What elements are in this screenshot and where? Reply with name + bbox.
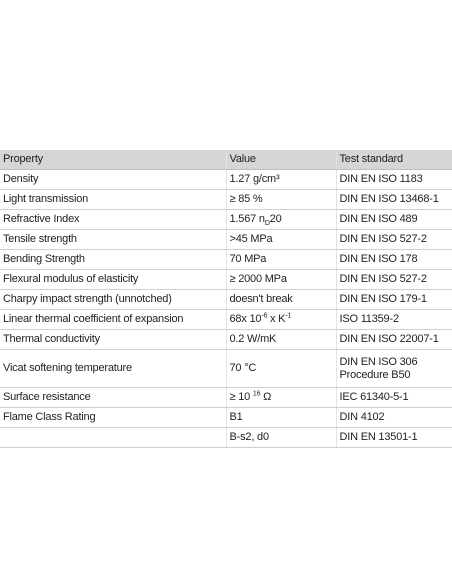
table-cell: 0.2 W/mK: [225, 329, 336, 350]
table-cell: Vicat softening temperature: [0, 349, 226, 388]
table-cell: DIN EN ISO 1183: [335, 169, 452, 190]
table-row: Linear thermal coefficient of expansion 6…: [0, 309, 452, 330]
table-cell: DIN EN 13501-1: [335, 427, 452, 448]
header-cell: Value: [225, 150, 336, 170]
header-row: Property Value Test standard: [0, 150, 452, 170]
table-cell: Bending Strength: [0, 249, 226, 270]
text-run: -1: [285, 312, 292, 320]
table-row: Flame Class Rating B1 DIN 4102: [0, 407, 452, 428]
table-cell: DIN EN ISO 178: [335, 249, 452, 270]
header-cell: Test standard: [335, 150, 452, 170]
text-run: x K: [267, 313, 286, 325]
table-row: Thermal conductivity 0.2 W/mK DIN EN ISO 2…: [0, 329, 452, 350]
text-run: 16: [252, 390, 261, 398]
header-cell: Property: [0, 150, 226, 170]
table-cell: 1.567 nD20: [225, 209, 336, 230]
table-cell: Thermal conductivity: [0, 329, 226, 350]
table-cell: [0, 427, 226, 448]
property-table: Property Value Test standard Density 1.27 g…: [0, 150, 452, 448]
table-row: Charpy impact strength (unnotched) doesn'…: [0, 289, 452, 310]
table-cell: >45 MPa: [225, 229, 336, 250]
table-cell: doesn't break: [225, 289, 336, 310]
text-run: 20: [269, 213, 282, 225]
table-row: B-s2, d0 DIN EN 13501-1: [0, 427, 452, 448]
text-run: D: [264, 220, 270, 228]
table-cell: Flame Class Rating: [0, 407, 226, 428]
table-cell: DIN EN ISO 527-2: [335, 229, 452, 250]
table-row: Surface resistance ≥ 10 16 Ω IEC 61340-5-1: [0, 387, 452, 408]
text-run: 68x 10: [229, 313, 262, 325]
table-cell: IEC 61340-5-1: [335, 387, 452, 408]
text-run: ≥ 10: [229, 391, 253, 403]
table-row: Light transmission ≥ 85 % DIN EN ISO 13468…: [0, 189, 452, 210]
table-cell: ≥ 10 16 Ω: [225, 387, 336, 408]
table-cell: Refractive Index: [0, 209, 226, 230]
table-cell: B1: [225, 407, 336, 428]
table-cell: Flexural modulus of elasticity: [0, 269, 226, 290]
table-cell: Charpy impact strength (unnotched): [0, 289, 226, 310]
table-row: Density 1.27 g/cm³ DIN EN ISO 1183: [0, 169, 452, 190]
cell-line: Procedure B50: [339, 368, 411, 381]
text-run: 1.567 n: [229, 213, 266, 225]
table-cell: ISO 11359-2: [335, 309, 452, 330]
table-row: Bending Strength 70 MPa DIN EN ISO 178: [0, 249, 452, 270]
text-run: Ω: [260, 391, 272, 403]
text-run: -6: [261, 312, 268, 320]
table-cell: ≥ 2000 MPa: [225, 269, 336, 290]
table-body: Density 1.27 g/cm³ DIN EN ISO 1183 Light tr…: [0, 169, 452, 448]
table-row: Refractive Index 1.567 nD20 DIN EN ISO 489: [0, 209, 452, 230]
table-row: Tensile strength >45 MPa DIN EN ISO 527-2: [0, 229, 452, 250]
table-row: Vicat softening temperature 70 °C DIN EN I…: [0, 349, 452, 388]
table-cell: DIN EN ISO 22007-1: [335, 329, 452, 350]
table-cell: DIN EN ISO 179-1: [335, 289, 452, 310]
table-cell: 70 °C: [225, 349, 336, 388]
table-cell: Density: [0, 169, 226, 190]
table-cell: ≥ 85 %: [225, 189, 336, 210]
table-row: Flexural modulus of elasticity ≥ 2000 MPa…: [0, 269, 452, 290]
table-cell: Linear thermal coefficient of expansion: [0, 309, 226, 330]
table-cell: Surface resistance: [0, 387, 226, 408]
table-cell: DIN EN ISO 306 Procedure B50: [335, 349, 452, 388]
table-cell: 68x 10-6 x K-1: [225, 309, 336, 330]
table-cell: Light transmission: [0, 189, 226, 210]
table-cell: B-s2, d0: [225, 427, 336, 448]
table-cell: Tensile strength: [0, 229, 226, 250]
table-cell: DIN 4102: [335, 407, 452, 428]
table-cell: DIN EN ISO 527-2: [335, 269, 452, 290]
table-cell: DIN EN ISO 13468-1: [335, 189, 452, 210]
table-cell: 70 MPa: [225, 249, 336, 270]
table-header: Property Value Test standard: [0, 150, 452, 170]
table-cell: 1.27 g/cm³: [225, 169, 336, 190]
cell-line: DIN EN ISO 306: [339, 355, 418, 368]
table-cell: DIN EN ISO 489: [335, 209, 452, 230]
